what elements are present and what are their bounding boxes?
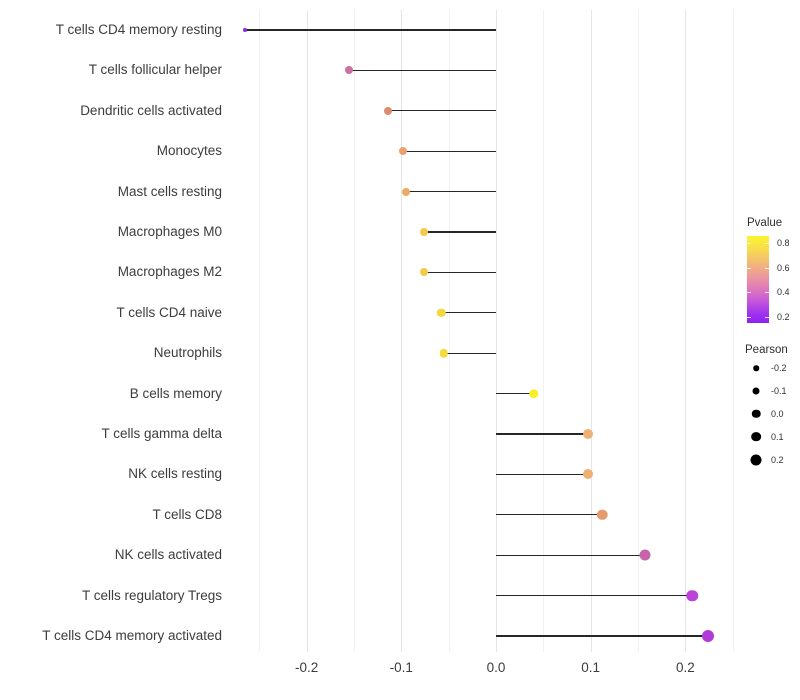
- category-label: Mast cells resting: [117, 183, 222, 199]
- x-tick-label: 0.1: [581, 660, 601, 675]
- size-legend-dot: [751, 409, 761, 419]
- gridline-major: [306, 10, 308, 652]
- lollipop-stem: [424, 271, 496, 274]
- size-legend-title: Pearson: [745, 344, 788, 356]
- lollipop-stem: [403, 150, 496, 152]
- lollipop-stem: [496, 635, 709, 637]
- gridline-minor: [732, 10, 734, 652]
- lollipop-dot: [345, 66, 354, 75]
- colorbar-tick-label: 0.4: [777, 287, 790, 297]
- gridline-minor: [448, 10, 450, 652]
- colorbar-tick-mark: [747, 267, 751, 269]
- category-label: B cells memory: [129, 385, 222, 401]
- colorbar-tick-mark: [765, 243, 769, 244]
- lollipop-stem: [443, 352, 496, 354]
- category-label: NK cells activated: [114, 547, 222, 563]
- size-legend-label: 0.2: [771, 454, 784, 465]
- lollipop-dot: [436, 308, 446, 318]
- lollipop-stem: [496, 433, 588, 435]
- category-label: T cells CD4 memory activated: [42, 628, 222, 643]
- lollipop-stem: [349, 69, 496, 72]
- size-legend-dot: [753, 365, 759, 371]
- colorbar-tick-mark: [747, 292, 751, 293]
- gridline-minor: [259, 10, 261, 652]
- colorbar-tick-label: 0.8: [777, 238, 790, 248]
- gridline-minor: [543, 10, 545, 652]
- lollipop-stem: [245, 29, 496, 31]
- lollipop-dot: [582, 469, 593, 480]
- colorbar-tick-mark: [765, 316, 769, 318]
- x-tick-label: -0.2: [294, 660, 319, 675]
- pvalue-colorbar: [747, 236, 769, 323]
- category-label: Dendritic cells activated: [80, 102, 222, 118]
- lollipop-stem: [496, 594, 692, 597]
- lollipop-dot: [582, 429, 593, 439]
- lollipop-stem: [496, 473, 588, 476]
- colorbar-tick-mark: [747, 316, 751, 318]
- lollipop-dot: [420, 268, 428, 277]
- category-label: NK cells resting: [128, 466, 222, 482]
- lollipop-dot: [243, 28, 247, 32]
- category-label: T cells gamma delta: [101, 426, 222, 441]
- gridline-major: [590, 10, 592, 652]
- size-legend-label: 0.0: [771, 408, 784, 419]
- category-label: T cells CD8: [152, 506, 222, 522]
- gridline-major: [496, 10, 497, 652]
- lollipop-stem: [424, 231, 496, 233]
- gridline-minor: [638, 10, 639, 652]
- lollipop-stem: [388, 110, 496, 112]
- colorbar-tick-mark: [765, 267, 769, 269]
- lollipop-dot: [399, 147, 408, 156]
- lollipop-stem: [441, 312, 496, 314]
- x-tick-label: -0.1: [389, 660, 413, 675]
- size-legend-dot: [752, 387, 760, 395]
- size-legend-dot: [750, 454, 762, 466]
- category-label: T cells CD4 naive: [116, 304, 222, 320]
- category-label: T cells regulatory Tregs: [81, 587, 222, 603]
- lollipop-stem: [496, 392, 534, 395]
- colorbar-tick-label: 0.6: [777, 262, 790, 273]
- lollipop-stem: [496, 514, 603, 516]
- size-legend-label: -0.2: [771, 363, 787, 373]
- category-label: T cells CD4 memory resting: [55, 22, 222, 37]
- size-legend-label: 0.1: [771, 431, 784, 442]
- colorbar-tick-mark: [747, 243, 751, 244]
- colorbar-tick-label: 0.2: [777, 311, 790, 322]
- lollipop-dot: [439, 348, 449, 358]
- lollipop-stem: [496, 554, 645, 556]
- lollipop-dot: [402, 187, 410, 196]
- colorbar-tick-mark: [765, 292, 769, 293]
- gridline-minor: [353, 10, 355, 652]
- colorbar-legend-title: Pvalue: [747, 217, 783, 229]
- lollipop-stem: [406, 190, 496, 193]
- lollipop-dot: [420, 228, 428, 236]
- category-label: Macrophages M2: [117, 264, 222, 280]
- x-tick-label: 0.0: [486, 660, 506, 675]
- lollipop-dot: [596, 509, 608, 521]
- gridline-major: [685, 10, 687, 652]
- category-label: Macrophages M0: [117, 224, 222, 239]
- x-tick-label: 0.2: [676, 660, 695, 675]
- size-legend-label: -0.1: [771, 385, 787, 396]
- category-label: Monocytes: [156, 143, 222, 159]
- category-label: T cells follicular helper: [88, 62, 222, 78]
- lollipop-dot: [384, 106, 392, 115]
- lollipop-dot: [702, 630, 715, 642]
- lollipop-dot: [686, 589, 698, 602]
- category-label: Neutrophils: [153, 345, 222, 361]
- size-legend-dot: [751, 431, 761, 442]
- lollipop-dot: [529, 388, 539, 399]
- gridline-major: [401, 10, 403, 652]
- lollipop-dot: [639, 549, 651, 561]
